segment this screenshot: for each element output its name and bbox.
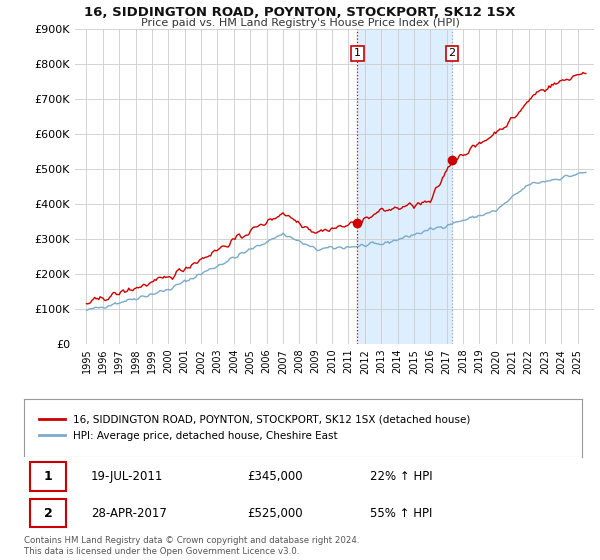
Text: 1: 1 — [354, 49, 361, 58]
Text: 2: 2 — [44, 507, 52, 520]
Text: Contains HM Land Registry data © Crown copyright and database right 2024.
This d: Contains HM Land Registry data © Crown c… — [24, 536, 359, 556]
FancyBboxPatch shape — [29, 499, 66, 527]
Text: 55% ↑ HPI: 55% ↑ HPI — [370, 507, 433, 520]
Text: 1: 1 — [44, 470, 52, 483]
Bar — [357, 29, 452, 344]
Text: 22% ↑ HPI: 22% ↑ HPI — [370, 470, 433, 483]
Text: £525,000: £525,000 — [247, 507, 303, 520]
FancyBboxPatch shape — [29, 463, 66, 491]
Text: Price paid vs. HM Land Registry's House Price Index (HPI): Price paid vs. HM Land Registry's House … — [140, 18, 460, 28]
Legend: 16, SIDDINGTON ROAD, POYNTON, STOCKPORT, SK12 1SX (detached house), HPI: Average: 16, SIDDINGTON ROAD, POYNTON, STOCKPORT,… — [35, 410, 475, 445]
Text: 19-JUL-2011: 19-JUL-2011 — [91, 470, 163, 483]
Text: 28-APR-2017: 28-APR-2017 — [91, 507, 167, 520]
Text: 16, SIDDINGTON ROAD, POYNTON, STOCKPORT, SK12 1SX: 16, SIDDINGTON ROAD, POYNTON, STOCKPORT,… — [84, 6, 516, 18]
Text: 2: 2 — [448, 49, 455, 58]
Text: £345,000: £345,000 — [247, 470, 303, 483]
